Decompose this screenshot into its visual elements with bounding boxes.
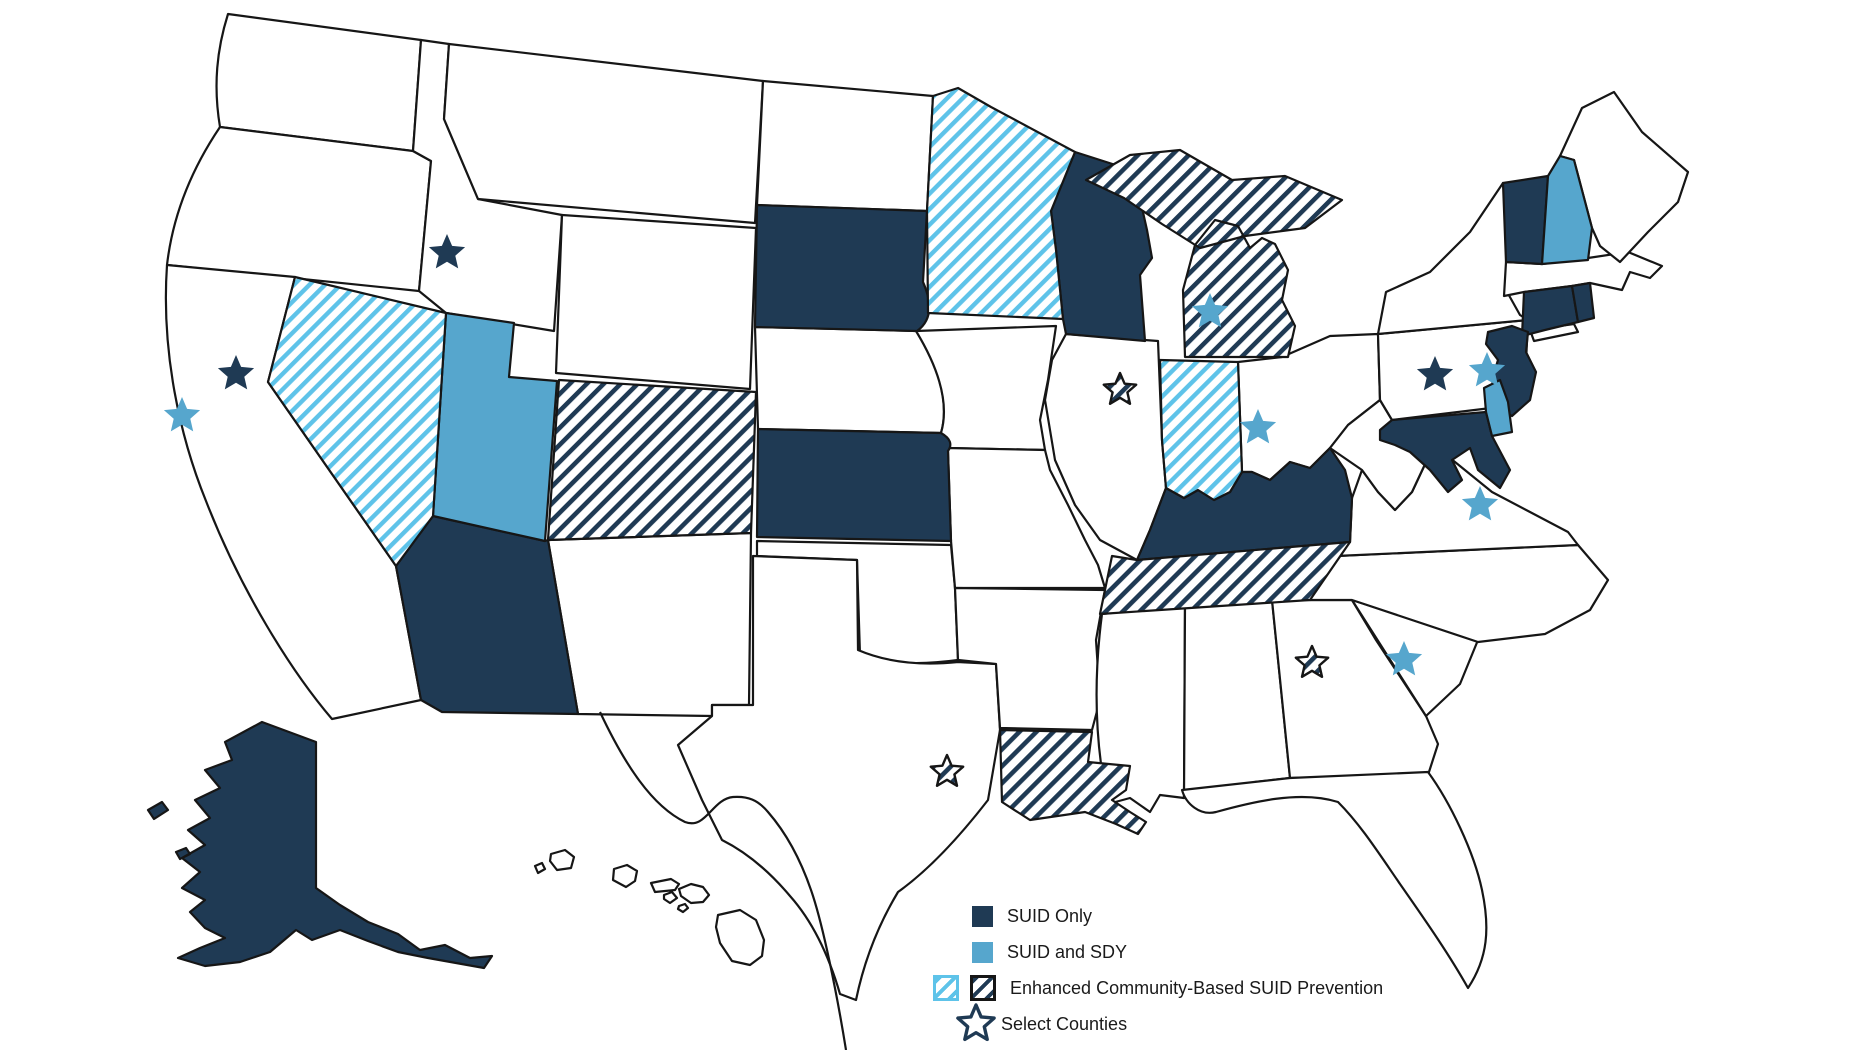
star-mi-light-icon <box>1191 293 1229 328</box>
state-tn <box>1098 540 1352 616</box>
state-or <box>165 125 433 293</box>
state-nc <box>1308 543 1610 644</box>
state-ut <box>431 311 559 543</box>
star-tx-hatch-icon <box>929 753 965 787</box>
state-co <box>546 378 758 542</box>
state-ak <box>146 720 494 970</box>
star-id-dark-icon <box>428 234 466 269</box>
state-tx <box>676 554 1002 1002</box>
state-nm <box>546 531 753 718</box>
star-ca-dark-icon <box>217 355 255 390</box>
star-oh-light-icon <box>1239 409 1277 444</box>
state-ms <box>1095 603 1187 814</box>
state-la <box>998 728 1148 836</box>
star-pa-dark-icon <box>1416 356 1454 391</box>
legend-item-enhanced: Enhanced Community-Based SUID Prevention <box>933 970 1383 1006</box>
state-ne <box>753 325 946 435</box>
suid-only-swatch <box>972 905 993 927</box>
state-wy <box>554 213 758 391</box>
suid-sdy-label: SUID and SDY <box>1007 942 1128 962</box>
star-ca-light-icon <box>163 397 201 432</box>
state-nh <box>1540 154 1594 266</box>
state-ks <box>755 427 953 543</box>
inset-divider-line <box>599 711 848 1050</box>
state-mt <box>442 42 765 225</box>
state-sd <box>753 203 931 333</box>
select-counties-label: Select Counties <box>1001 1014 1128 1034</box>
suid-sdy-swatch <box>972 941 993 963</box>
state-md <box>1378 410 1512 494</box>
enhanced-label: Enhanced Community-Based SUID Prevention <box>1010 978 1384 998</box>
star-sc-light-icon <box>1385 641 1423 676</box>
state-nd <box>755 79 935 213</box>
state-de <box>1482 378 1514 438</box>
enhanced-light-hatch-swatch <box>933 975 959 1001</box>
star-ga-hatch-icon <box>1294 644 1330 678</box>
star-va-light-icon <box>1461 486 1499 521</box>
state-fl <box>1180 770 1488 990</box>
state-vt <box>1501 174 1550 266</box>
state-in <box>1158 358 1244 502</box>
state-ri <box>1570 281 1596 324</box>
state-ia <box>914 324 1058 452</box>
select-counties-star-glyph <box>956 1003 996 1042</box>
star-pa-light-icon <box>1468 352 1506 387</box>
legend-item-suid-only: SUID Only <box>933 898 1383 934</box>
enhanced-dark-hatch-swatch <box>970 975 996 1001</box>
state-hi <box>533 848 766 967</box>
legend-item-suid-sdy: SUID and SDY <box>933 934 1383 970</box>
state-mn <box>925 86 1077 321</box>
state-nv <box>266 275 448 568</box>
legend: SUID Only SUID and SDY Enhanced Communit… <box>933 898 1383 1042</box>
select-counties-star-icon <box>953 1002 999 1046</box>
star-il-hatch-icon <box>1102 371 1138 405</box>
suid-only-label: SUID Only <box>1007 906 1093 926</box>
legend-item-select-counties: Select Counties <box>933 1003 1383 1042</box>
state-ct <box>1520 284 1580 338</box>
state-mi <box>1084 148 1344 359</box>
